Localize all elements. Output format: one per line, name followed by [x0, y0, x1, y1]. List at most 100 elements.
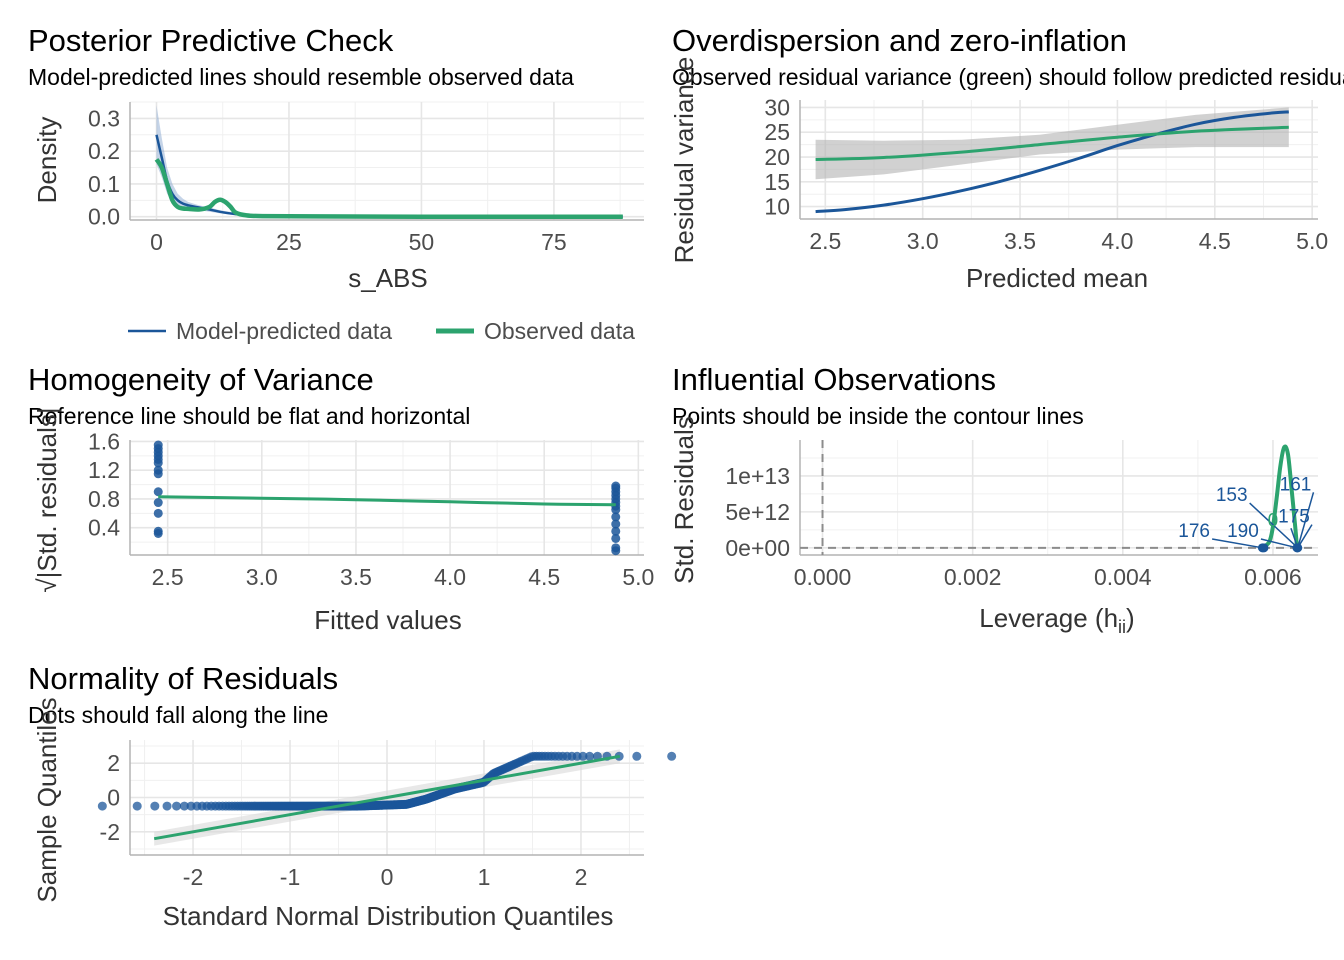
influential-title: Influential Observations: [672, 362, 996, 397]
homogeneity-y-tick-label: 0.4: [88, 515, 120, 541]
overdispersion-x-tick-label: 4.0: [1101, 228, 1133, 254]
influential-x-tick-label: 0.004: [1094, 564, 1152, 590]
homogeneity-residual-point: [611, 546, 621, 556]
homogeneity-residual-point: [611, 533, 621, 543]
normality-sample-point: [632, 751, 642, 761]
normality-plot-area: -2 -1 0 1 2 -2 0 2: [97, 740, 677, 890]
ppc-y-tick-label: 0.1: [88, 171, 120, 197]
overdispersion-y-tick-label: 30: [764, 94, 790, 120]
homogeneity-residual-point: [611, 519, 621, 529]
influential-x-tick-label: 0.002: [944, 564, 1002, 590]
influential-observation-label: 175: [1278, 507, 1310, 528]
influential-observation-label: 153: [1216, 485, 1248, 506]
homogeneity-x-tick-label: 4.0: [434, 564, 466, 590]
overdispersion-predicted-line: [815, 110, 1289, 214]
ppc-title: Posterior Predictive Check: [28, 23, 394, 58]
influential-x-tick-label: 0.000: [794, 564, 852, 590]
homogeneity-residual-point: [153, 469, 163, 479]
influential-label-connector: [1297, 492, 1315, 549]
ppc-x-tick-label: 0: [150, 229, 163, 255]
ppc-observed-line: [154, 158, 623, 219]
influential-observation-label: 0: [1268, 510, 1279, 531]
influential-x-axis-label-close: ): [1126, 603, 1135, 633]
influential-x-axis-label-subscript: ii: [1118, 617, 1126, 637]
normality-y-tick-label: 0: [107, 785, 120, 811]
homogeneity-reference-line: [158, 495, 616, 507]
overdispersion-subtitle: Observed residual variance (green) shoul…: [672, 64, 1344, 90]
overdispersion-y-tick-label: 15: [764, 169, 790, 195]
normality-x-tick-label: 0: [381, 864, 394, 890]
homogeneity-residual-point: [153, 458, 163, 468]
influential-observation-point: [1259, 543, 1269, 553]
homogeneity-y-tick-label: 1.6: [88, 428, 120, 454]
influential-x-axis-label: Leverage (hii): [979, 603, 1134, 637]
influential-label-connector: [1212, 538, 1263, 549]
ppc-x-axis-label: s_ABS: [348, 263, 428, 293]
overdispersion-x-tick-label: 2.5: [809, 228, 841, 254]
influential-label-connector: [1249, 502, 1299, 549]
legend-label-observed: Observed data: [484, 318, 635, 344]
homogeneity-x-tick-label: 4.5: [528, 564, 560, 590]
overdispersion-x-axis-label: Predicted mean: [966, 263, 1148, 293]
homogeneity-title: Homogeneity of Variance: [28, 362, 374, 397]
homogeneity-x-tick-label: 2.5: [152, 564, 184, 590]
influential-x-tick-label: 0.006: [1244, 564, 1302, 590]
homogeneity-residual-point: [153, 508, 163, 518]
homogeneity-subtitle: Reference line should be flat and horizo…: [28, 403, 470, 429]
normality-sample-point: [97, 801, 107, 811]
homogeneity-residual-point: [153, 487, 163, 497]
influential-label-connector: [1297, 524, 1313, 549]
normality-sample-point: [667, 751, 677, 761]
normality-x-tick-label: -1: [280, 864, 300, 890]
ppc-y-tick-label: 0.2: [88, 138, 120, 164]
homogeneity-plot-area: 2.5 3.0 3.5 4.0 4.5 5.0 0.4 0.8 1.2 1.6: [88, 428, 654, 590]
normality-x-tick-label: -2: [183, 864, 203, 890]
normality-title: Normality of Residuals: [28, 661, 338, 696]
influential-plot-area: 0.000 0.002 0.004 0.006 0e+00 5e+12 1e+13 153 16…: [725, 440, 1318, 590]
overdispersion-y-tick-label: 10: [764, 194, 790, 220]
homogeneity-y-tick-label: 1.2: [88, 457, 120, 483]
overdispersion-x-tick-label: 4.5: [1199, 228, 1231, 254]
ppc-y-tick-label: 0.3: [88, 105, 120, 131]
normality-sample-point: [578, 751, 588, 761]
influential-x-axis-label-main: Leverage (h: [979, 603, 1118, 633]
normality-y-tick-label: 2: [107, 750, 120, 776]
ppc-x-tick-label: 25: [276, 229, 302, 255]
normality-x-tick-label: 1: [478, 864, 491, 890]
normality-x-axis-label: Standard Normal Distribution Quantiles: [163, 901, 614, 931]
overdispersion-y-axis-label: Residual variance: [669, 57, 699, 264]
panel-influential-observations: Influential Observations Points should b…: [669, 362, 1318, 637]
homogeneity-x-tick-label: 3.0: [246, 564, 278, 590]
homogeneity-x-tick-label: 5.0: [622, 564, 654, 590]
ppc-y-axis-label: Density: [32, 117, 62, 204]
homogeneity-residual-point: [153, 528, 163, 538]
normality-sample-point: [162, 801, 172, 811]
panel-normality-of-residuals: Normality of Residuals Dots should fall …: [28, 661, 677, 931]
influential-y-tick-label: 1e+13: [725, 463, 790, 489]
normality-sample-point: [585, 751, 595, 761]
influential-label-connector: [1260, 538, 1298, 549]
normality-sample-point: [150, 801, 160, 811]
influential-contour-line: [1260, 444, 1299, 550]
overdispersion-y-tick-label: 20: [764, 144, 790, 170]
influential-observation-label: 161: [1280, 474, 1312, 495]
ppc-subtitle: Model-predicted lines should resemble ob…: [28, 64, 574, 90]
ppc-y-tick-label: 0.0: [88, 204, 120, 230]
homogeneity-residual-point: [611, 512, 621, 522]
overdispersion-x-tick-label: 3.5: [1004, 228, 1036, 254]
influential-observation-point: [1292, 543, 1302, 553]
homogeneity-residual-point: [153, 498, 163, 508]
ppc-plot-area: 0 25 50 75 0.0 0.1 0.2 0.3: [88, 101, 644, 255]
panel-overdispersion: Overdispersion and zero-inflation Observ…: [669, 23, 1344, 293]
overdispersion-title: Overdispersion and zero-inflation: [672, 23, 1127, 58]
overdispersion-x-tick-label: 5.0: [1296, 228, 1328, 254]
normality-y-axis-label: Sample Quantiles: [32, 697, 62, 902]
normality-sample-point: [132, 801, 142, 811]
normality-subtitle: Dots should fall along the line: [28, 702, 328, 728]
ppc-x-tick-label: 75: [541, 229, 567, 255]
normality-sample-point: [172, 801, 182, 811]
normality-x-tick-label: 2: [575, 864, 588, 890]
influential-subtitle: Points should be inside the contour line…: [672, 403, 1084, 429]
ppc-x-tick-label: 50: [409, 229, 435, 255]
